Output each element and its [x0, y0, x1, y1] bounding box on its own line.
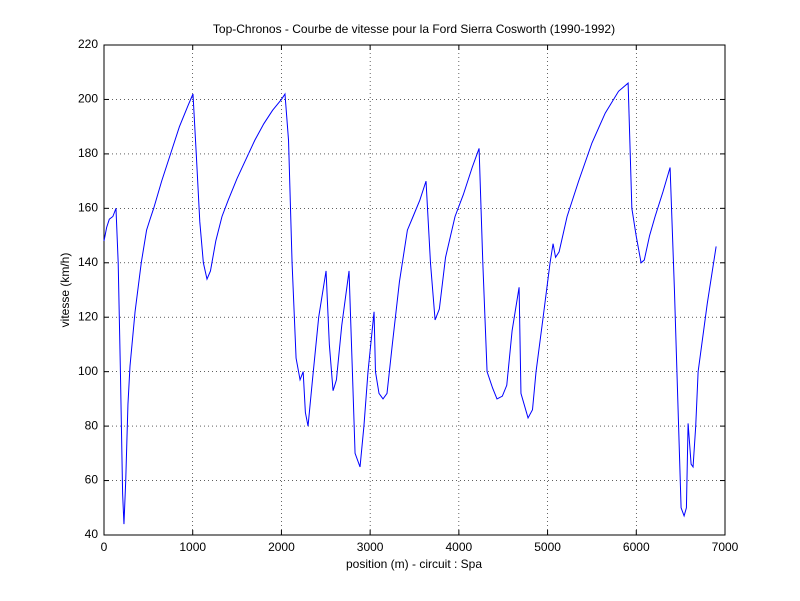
x-tick-label: 3000: [357, 540, 384, 554]
chart-title: Top-Chronos - Courbe de vitesse pour la …: [213, 22, 615, 36]
x-tick-label: 6000: [623, 540, 650, 554]
x-tick-label: 1000: [179, 540, 206, 554]
y-axis-label: vitesse (km/h): [58, 253, 72, 328]
y-tick-label: 180: [78, 146, 98, 160]
x-tick-label: 2000: [268, 540, 295, 554]
y-tick-label: 200: [78, 92, 98, 106]
x-tick-label: 4000: [446, 540, 473, 554]
speed-line: [103, 82, 717, 525]
x-tick-label: 5000: [534, 540, 561, 554]
y-tick-label: 100: [78, 364, 98, 378]
y-tick-label: 120: [78, 309, 98, 323]
y-tick-label: 160: [78, 201, 98, 215]
plot-frame: [103, 44, 726, 536]
x-axis-label: position (m) - circuit : Spa: [346, 557, 482, 571]
y-tick-label: 140: [78, 255, 98, 269]
y-tick-label: 40: [85, 527, 99, 541]
x-tick-label: 0: [101, 540, 108, 554]
y-tick-label: 60: [85, 473, 99, 487]
y-tick-label: 80: [85, 418, 99, 432]
y-tick-label: 220: [78, 37, 98, 51]
x-tick-label: 7000: [712, 540, 739, 554]
